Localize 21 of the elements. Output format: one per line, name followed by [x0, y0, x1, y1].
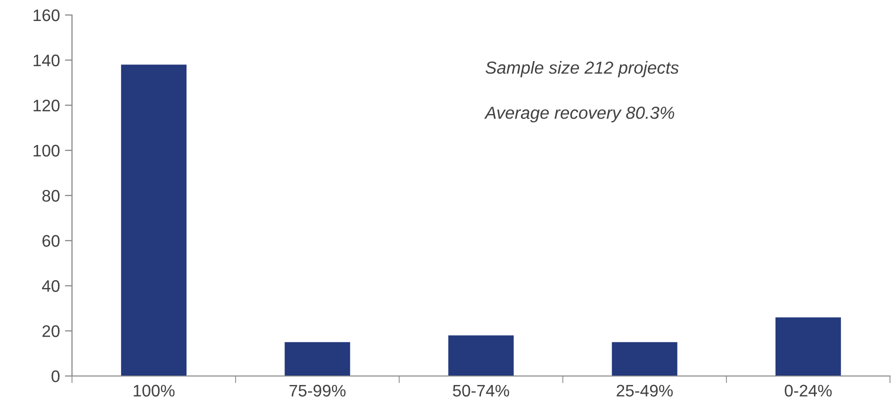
y-tick-label: 100: [34, 144, 60, 157]
y-tick-label: 140: [34, 54, 60, 66]
y-tick-label: 60: [42, 235, 60, 247]
x-tick-label: 25-49%: [616, 384, 673, 397]
x-tick-label: 75-99%: [290, 384, 346, 397]
bar: [775, 317, 841, 376]
y-tick-label: 20: [42, 325, 60, 338]
y-tick-label: 40: [42, 280, 60, 292]
y-tick-label: 120: [34, 100, 60, 112]
annotation: Sample size 212 projects: [486, 61, 679, 78]
bar: [612, 342, 678, 376]
y-tick-label: 0: [52, 370, 60, 382]
bar: [121, 64, 187, 376]
x-tick-label: 50-74%: [452, 384, 510, 397]
bar: [284, 342, 350, 376]
annotation: Average recovery 80.3%: [484, 106, 674, 122]
y-tick-label: 160: [34, 9, 60, 22]
x-tick-label: 100%: [134, 384, 175, 397]
bar: [448, 335, 514, 376]
y-tick-label: 80: [42, 190, 60, 202]
x-tick-label: 0-24%: [784, 384, 832, 397]
